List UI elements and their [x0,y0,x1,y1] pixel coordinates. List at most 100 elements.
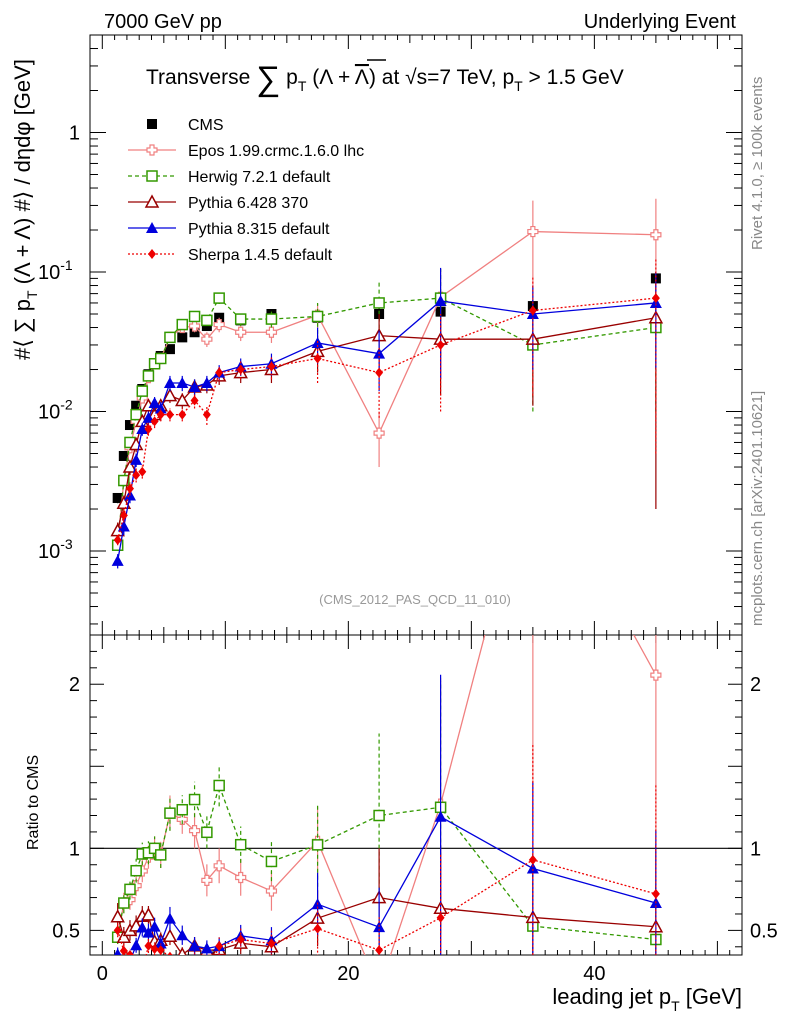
data-point [156,945,165,955]
data-point [142,370,155,382]
data-point [125,483,134,494]
data-point [178,962,186,972]
data-point [165,409,174,420]
data-point [113,534,122,545]
data-point [164,807,176,819]
ratio-tick-label-right: 2 [750,674,761,696]
data-point [201,826,213,839]
data-point [136,921,149,933]
data-point [118,955,130,966]
series-2 [111,269,662,552]
data-point [175,392,190,407]
data-point [118,897,130,909]
data-point [147,119,157,129]
legend-label: Pythia 6.428 370 [188,195,308,212]
data-point [188,380,201,392]
header-right: Underlying Event [584,11,737,33]
y-tick-label: 10-1 [38,257,73,284]
legend-item: Pythia 6.428 370 [128,194,308,212]
data-point [138,466,147,477]
data-point [528,446,538,456]
data-point [122,459,138,473]
data-point [188,320,201,332]
series-line [117,300,656,561]
data-point [136,422,149,434]
data-point [162,928,178,942]
data-point [434,294,447,306]
x-tick-label: 40 [583,963,605,985]
data-point [148,920,161,932]
data-point [190,395,199,406]
data-point [146,222,158,233]
header-left: 7000 GeV pp [104,11,222,33]
legend-label: Herwig 7.2.1 default [188,169,331,186]
data-point [150,944,159,955]
data-point [201,874,213,886]
data-point [142,411,155,423]
data-point [177,946,187,955]
data-point [144,940,153,951]
data-point [215,941,224,952]
data-point [177,332,188,343]
legend-item: CMS [147,117,224,134]
data-point [375,367,384,378]
data-point [130,408,142,421]
data-point [234,838,247,851]
ratio-series-line [117,783,656,941]
data-point [527,225,539,238]
axes: 0 20 40 10-3 10-2 10-1 1 0.5 0.5 1 1 2 2 [38,34,778,985]
data-point [528,305,537,316]
y-tick-label: 10-3 [38,536,73,563]
svg-text:Rivet 4.1.0, ≥ 100k events: Rivet 4.1.0, ≥ 100k events [749,77,766,250]
ratio-plot-frame [89,634,743,956]
data-point [236,364,245,375]
data-point [114,948,122,955]
data-point [650,229,662,241]
data-point [130,453,143,465]
data-point [146,170,158,182]
data-point [118,450,129,461]
ratio-series-5 [113,744,660,976]
data-point [148,842,161,855]
ratio-series-line [117,859,657,955]
series-line [117,317,656,531]
main-plot-series [110,198,664,569]
data-point [146,144,158,156]
data-point [651,888,660,899]
data-point [154,937,167,949]
data-point [235,871,247,884]
legend-label: Epos 1.99.crmc.1.6.0 lhc [188,143,364,160]
ratio-series-line [117,635,657,955]
data-point [138,966,146,976]
legend-item: Sherpa 1.4.5 default [128,247,333,264]
data-point [154,849,167,861]
data-point [265,885,278,897]
x-tick-label: 0 [97,963,108,985]
series-5 [113,258,660,546]
data-point [136,385,149,397]
data-point [267,361,276,372]
data-point [164,331,176,344]
data-point [373,427,385,439]
ratio-series-1 [112,446,662,955]
data-point [176,803,189,816]
data-point [202,409,211,420]
data-point [188,939,201,951]
x-tick-label: 20 [337,963,359,985]
data-point [313,353,322,364]
data-point [373,809,385,822]
data-point [234,313,247,325]
data-point [373,297,385,309]
svg-text:#⟨ ∑ pT (Λ + Λ) #⟩ / dηdφ [GeV: #⟨ ∑ pT (Λ + Λ) #⟩ / dηdφ [GeV] [10,59,40,360]
data-point [188,793,201,806]
data-point [176,318,189,331]
ratio-tick-label: 1 [69,838,80,860]
data-point [124,883,136,896]
data-point [116,495,132,509]
chart-title: Transverse ∑ pT (Λ + Λ) at √s=7 TeV, pT … [146,60,624,98]
data-point [125,950,134,955]
data-point [528,854,537,865]
ratio-tick-label: 0.5 [52,920,80,942]
data-point [200,942,213,954]
data-point [375,945,384,955]
